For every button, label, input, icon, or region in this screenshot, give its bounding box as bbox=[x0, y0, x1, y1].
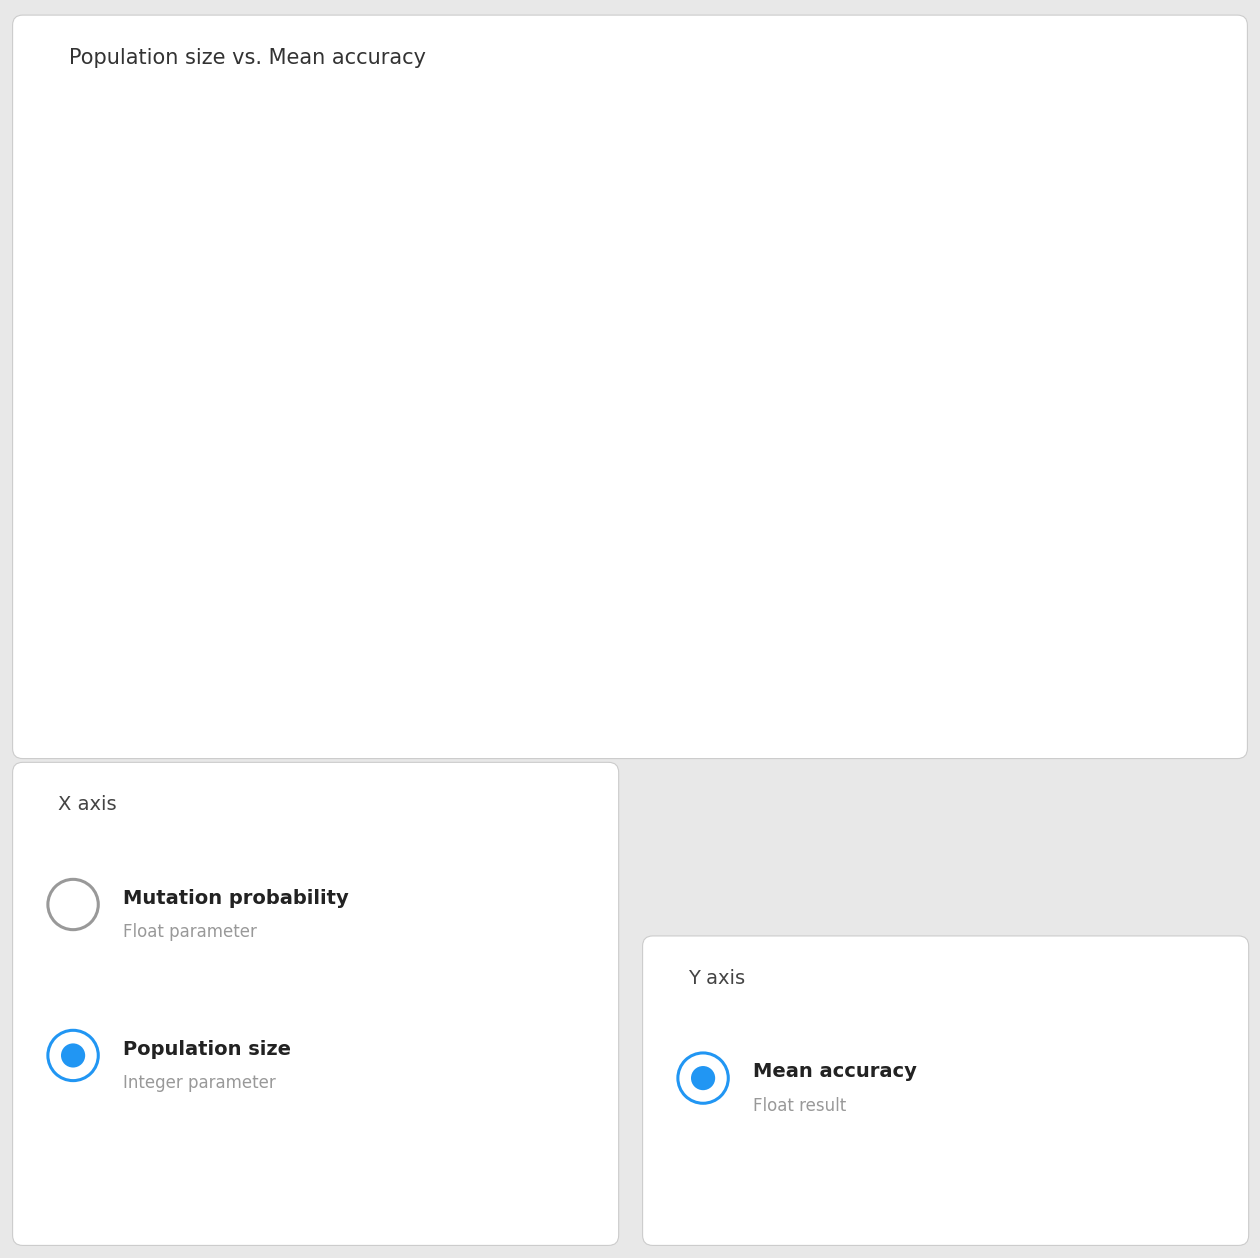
Text: Float parameter: Float parameter bbox=[123, 923, 257, 941]
Text: Population size: Population size bbox=[123, 1039, 291, 1059]
Text: Y axis: Y axis bbox=[688, 969, 745, 988]
Text: Mutation probability: Mutation probability bbox=[123, 888, 349, 908]
Text: Float result: Float result bbox=[753, 1097, 847, 1115]
Y-axis label: Mean accuracy: Mean accuracy bbox=[68, 312, 86, 449]
Text: Population size vs. Mean accuracy: Population size vs. Mean accuracy bbox=[69, 48, 426, 68]
Text: X axis: X axis bbox=[58, 795, 117, 814]
Text: Mean accuracy: Mean accuracy bbox=[753, 1062, 917, 1082]
Text: Integer parameter: Integer parameter bbox=[123, 1074, 276, 1092]
X-axis label: Population size: Population size bbox=[610, 720, 745, 737]
